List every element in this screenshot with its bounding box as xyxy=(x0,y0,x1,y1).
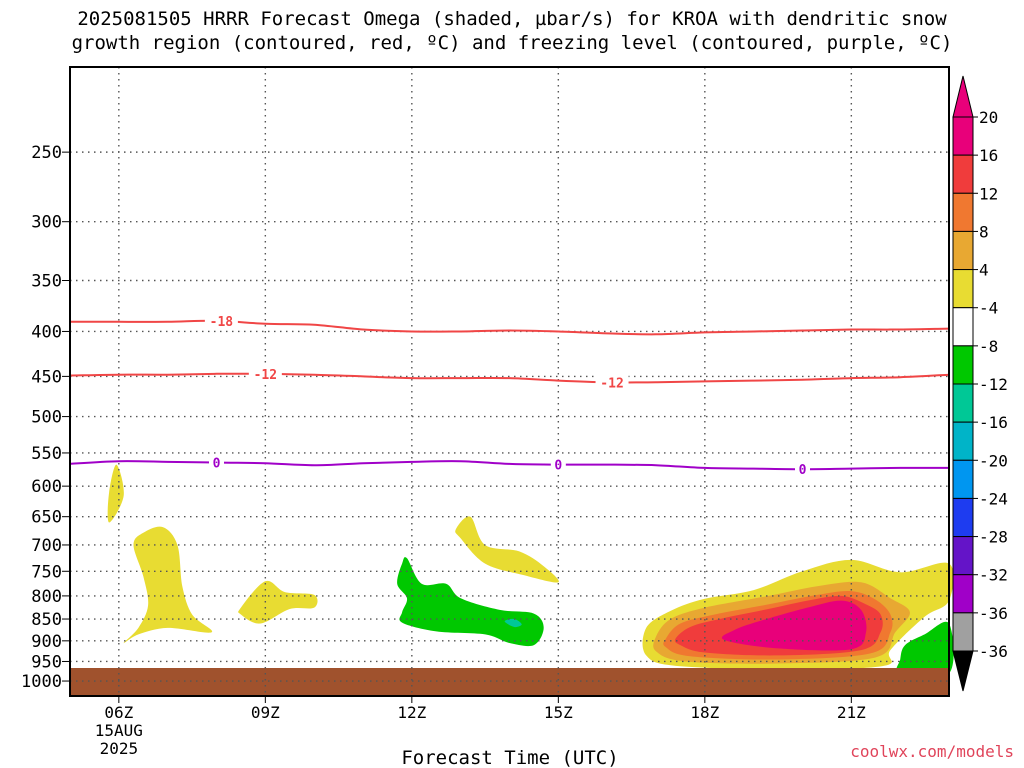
shaded-region-omega-20plus xyxy=(721,600,867,651)
chart-title-line-2: growth region (contoured, red, ºC) and f… xyxy=(71,32,953,54)
y-tick-label: 500 xyxy=(31,408,62,428)
colorbar-label: 4 xyxy=(979,261,989,280)
colorbar-bin xyxy=(952,307,974,347)
colorbar-bin xyxy=(952,154,974,194)
y-tick-label: 850 xyxy=(31,610,62,630)
y-tick-label: 300 xyxy=(31,213,62,233)
grid-lines xyxy=(70,67,949,696)
colorbar-label: 8 xyxy=(979,222,989,241)
x-tick-sublabel: 2025 xyxy=(100,739,139,758)
x-tick-sublabel: 15AUG xyxy=(95,721,143,740)
colorbar-bin xyxy=(952,269,974,309)
y-tick-label: 1000 xyxy=(21,672,62,692)
contour-label-bg xyxy=(209,454,224,470)
colorbar-label: -24 xyxy=(979,489,1008,508)
shaded-region-omega-4-8 xyxy=(238,580,318,624)
y-tick-label: 400 xyxy=(31,322,62,342)
contour-label: -18 xyxy=(210,315,234,330)
colorbar-label: -4 xyxy=(979,299,998,318)
colorbar-label: -16 xyxy=(979,413,1008,432)
y-tick-label: 750 xyxy=(31,562,62,582)
shaded-region-omega-neg8-neg12 xyxy=(504,618,522,628)
x-tick-label: 06Z xyxy=(104,703,133,722)
chart-title-line-1: 2025081505 HRRR Forecast Omega (shaded, … xyxy=(77,8,947,30)
colorbar-label: -32 xyxy=(979,566,1008,585)
contour-label: 0 xyxy=(554,459,562,474)
contour-label-bg xyxy=(204,313,238,329)
contour-label: 0 xyxy=(799,463,807,478)
shaded-region-omega-4-8 xyxy=(455,516,559,583)
colorbar-label: -20 xyxy=(979,451,1008,470)
y-tick-label: 650 xyxy=(31,508,62,528)
y-tick-label: 800 xyxy=(31,587,62,607)
colorbar-bin xyxy=(952,345,974,385)
y-tick-label: 900 xyxy=(31,632,62,652)
ground-bar xyxy=(70,668,949,696)
contour-label-bg xyxy=(248,365,282,381)
colorbar-bin xyxy=(952,116,974,156)
y-tick-label: 550 xyxy=(31,444,62,464)
colorbar-bin xyxy=(952,574,974,614)
colorbar-bin xyxy=(952,421,974,461)
x-axis-label: Forecast Time (UTC) xyxy=(401,747,618,768)
shaded-region-omega-neg4-neg8 xyxy=(896,621,954,678)
colorbar-label: 16 xyxy=(979,146,998,165)
shaded-region-omega-4-8 xyxy=(123,526,213,644)
contour-label: -12 xyxy=(600,376,623,391)
contour-line-0 xyxy=(69,460,950,471)
y-axis: 2503003504004505005506006507007508008509… xyxy=(21,143,70,692)
y-tick-label: 700 xyxy=(31,536,62,556)
colorbar-bin xyxy=(952,192,974,232)
y-tick-label: 350 xyxy=(31,272,62,292)
colorbar-label: -12 xyxy=(979,375,1008,394)
plot-frame xyxy=(69,66,950,697)
colorbar-label: -28 xyxy=(979,528,1008,547)
x-tick-label: 09Z xyxy=(251,703,280,722)
colorbar-label: -36 xyxy=(979,642,1008,661)
shaded-region-omega-neg4-neg8 xyxy=(397,557,544,647)
colorbar-bin xyxy=(952,612,974,652)
colorbar-bin xyxy=(952,459,974,499)
colorbar-label: -36 xyxy=(979,604,1008,623)
contour-label: -12 xyxy=(254,368,277,383)
site-credit: coolwx.com/models xyxy=(850,742,1014,761)
x-tick-label: 18Z xyxy=(690,703,719,722)
colorbar: 20 16 12 8 4 -4 -8 -12 -16 -20 -24 -28 -32 -36 -36 xyxy=(952,75,1008,692)
colorbar-bin xyxy=(952,536,974,576)
contour-line-minus18 xyxy=(70,319,950,336)
contour-label-bg xyxy=(795,461,810,477)
y-tick-label: 450 xyxy=(31,367,62,387)
y-tick-label: 600 xyxy=(31,477,62,497)
omega-shading xyxy=(107,464,954,678)
contour-line-minus12 xyxy=(69,372,950,384)
contour-label: 0 xyxy=(213,457,221,472)
colorbar-label: 20 xyxy=(979,108,998,127)
contour-label-bg xyxy=(595,374,629,390)
contour-label-bg xyxy=(550,456,566,472)
colorbar-top-arrow xyxy=(952,75,974,118)
x-tick-label: 12Z xyxy=(397,703,426,722)
contours: -18 -12 -12 0 0 0 xyxy=(69,313,950,478)
x-tick-label: 15Z xyxy=(544,703,573,722)
colorbar-bin xyxy=(952,230,974,271)
colorbar-bin xyxy=(952,383,974,423)
colorbar-bottom-arrow xyxy=(952,650,974,692)
y-tick-label: 950 xyxy=(31,652,62,672)
y-tick-label: 250 xyxy=(31,143,62,163)
shaded-region-omega-4-8 xyxy=(107,464,124,523)
colorbar-bin xyxy=(952,497,974,538)
colorbar-label: -8 xyxy=(979,337,998,356)
colorbar-label: 12 xyxy=(979,184,998,203)
x-tick-label: 21Z xyxy=(837,703,866,722)
